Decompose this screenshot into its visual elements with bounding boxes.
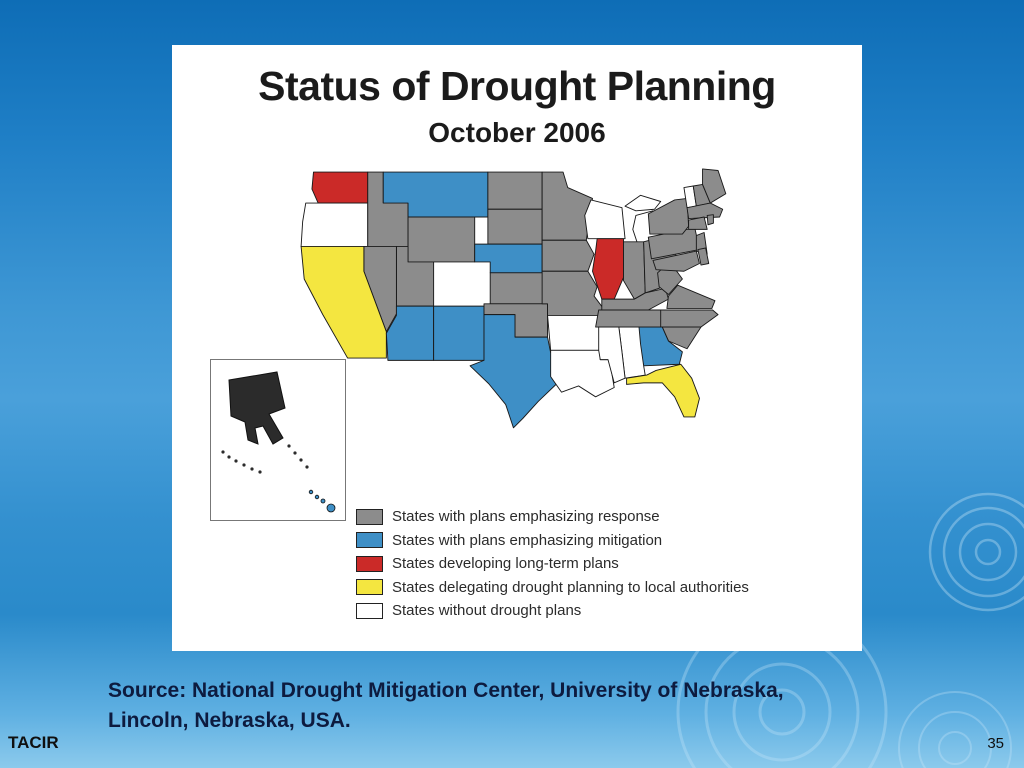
alaska-island-dot — [293, 451, 297, 455]
legend-item-mitigation: States with plans emphasizing mitigation — [356, 529, 749, 553]
alaska-shape — [228, 371, 286, 445]
state-DE — [697, 247, 710, 266]
legend-label-response: States with plans emphasizing response — [392, 508, 660, 526]
legend-swatch-response — [356, 508, 383, 525]
map-panel: Status of Drought Planning October 2006 — [172, 45, 862, 651]
legend-swatch-delegating — [356, 579, 383, 596]
state-RI — [706, 214, 714, 226]
source-text: Source: National Drought Mitigation Cent… — [108, 676, 968, 736]
alaska-island-dot — [227, 455, 231, 459]
state-MI-upper — [624, 194, 662, 212]
state-WA — [311, 171, 369, 204]
legend-item-none: States without drought plans — [356, 599, 749, 623]
alaska-island-dot — [305, 465, 309, 469]
page-number: 35 — [987, 735, 1004, 752]
state-NE — [474, 243, 543, 274]
alaska-island-dot — [221, 450, 225, 454]
state-NM — [433, 305, 485, 361]
state-IL — [592, 238, 624, 300]
legend-item-response: States with plans emphasizing response — [356, 505, 749, 529]
alaska-island-dot — [242, 463, 246, 467]
alaska-island-dot — [299, 458, 303, 462]
legend-label-mitigation: States with plans emphasizing mitigation — [392, 531, 663, 549]
alaska-hawaii-inset — [221, 371, 336, 513]
state-SD — [487, 208, 543, 245]
legend-swatch-none — [356, 602, 383, 619]
legend-swatch-mitigation — [356, 532, 383, 549]
legend-label-none: States without drought plans — [392, 602, 582, 620]
map-legend: States with plans emphasizing response S… — [356, 505, 749, 623]
hawaii-dot — [326, 503, 336, 513]
alaska-island-dot — [250, 467, 254, 471]
hawaii-dot — [308, 489, 314, 495]
legend-item-developing: States developing long-term plans — [356, 552, 749, 576]
state-KS — [489, 272, 549, 305]
state-AR — [547, 314, 604, 351]
state-WY — [407, 216, 476, 263]
us-map — [300, 168, 727, 429]
ripple-group-right — [928, 492, 1024, 612]
state-MN — [541, 171, 593, 241]
hawaii-dot — [314, 494, 320, 500]
state-TN — [595, 309, 669, 328]
state-IA — [541, 239, 595, 272]
state-MD — [652, 250, 700, 272]
page-title: Status of Drought Planning — [258, 63, 776, 109]
footer-org-label: TACIR — [8, 733, 59, 752]
alaska-islands — [221, 444, 309, 474]
legend-swatch-developing — [356, 555, 383, 572]
state-MS — [598, 326, 626, 384]
state-VA — [666, 284, 716, 309]
legend-label-developing: States developing long-term plans — [392, 555, 619, 573]
state-WI — [584, 199, 626, 240]
alaska-island-dot — [234, 459, 238, 463]
alaska-hawaii-inset-box — [210, 359, 346, 521]
alaska-island-dot — [258, 470, 262, 474]
alaska-island-dot — [287, 444, 291, 448]
state-FL — [626, 363, 700, 418]
state-OR — [300, 202, 369, 247]
source-line-1: Source: National Drought Mitigation Cent… — [108, 679, 784, 702]
source-line-2: Lincoln, Nebraska, USA. — [108, 708, 351, 732]
state-ME — [702, 168, 727, 204]
page-subtitle: October 2006 — [428, 117, 606, 148]
state-ND — [487, 171, 543, 210]
state-TX — [469, 314, 562, 429]
state-CT — [688, 216, 708, 230]
state-NC — [660, 309, 719, 328]
legend-label-delegating: States delegating drought planning to lo… — [392, 578, 749, 596]
state-MO — [541, 270, 604, 316]
state-CA — [300, 245, 387, 359]
hawaii-islands — [308, 489, 336, 513]
state-IN — [623, 241, 646, 300]
hawaii-dot — [320, 498, 326, 504]
legend-item-delegating: States delegating drought planning to lo… — [356, 576, 749, 600]
